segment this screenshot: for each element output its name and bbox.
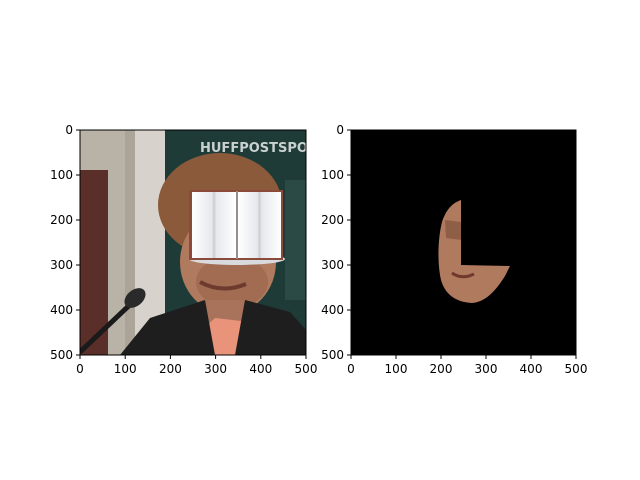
right-ytick-label: 200	[321, 213, 344, 227]
right-ytick-label: 500	[321, 348, 344, 362]
left-xtick-label: 200	[159, 362, 182, 376]
left-ytick-label: 400	[50, 303, 73, 317]
left-ytick-label: 0	[65, 123, 73, 137]
banner-text: HUFFPOSTSPORT	[200, 141, 326, 156]
right-xtick-label: 200	[430, 362, 453, 376]
open-book-icon	[189, 190, 285, 265]
right-ytick-label: 100	[321, 168, 344, 182]
right-ytick-label: 0	[336, 123, 344, 137]
left-ytick-label: 500	[50, 348, 73, 362]
subplot-left: HUFFPOSTSPORT	[50, 123, 326, 376]
right-ytick-label: 400	[321, 303, 344, 317]
right-xtick-label: 100	[385, 362, 408, 376]
left-ytick-label: 300	[50, 258, 73, 272]
right-ytick-label: 300	[321, 258, 344, 272]
right-xtick-label: 300	[475, 362, 498, 376]
axes-frame-left	[79, 129, 307, 356]
left-xtick-label: 100	[114, 362, 137, 376]
left-ytick-label: 200	[50, 213, 73, 227]
right-xtick-label: 500	[565, 362, 588, 376]
axes-frame-right	[350, 129, 577, 356]
left-xtick-label: 0	[76, 362, 84, 376]
left-ytick-label: 100	[50, 168, 73, 182]
right-xtick-label: 0	[347, 362, 355, 376]
mask-image	[351, 130, 576, 355]
photo-image: HUFFPOSTSPORT	[80, 130, 326, 355]
left-xtick-label: 500	[295, 362, 318, 376]
right-xtick-label: 400	[520, 362, 543, 376]
left-xtick-label: 300	[204, 362, 227, 376]
left-xtick-label: 400	[249, 362, 272, 376]
